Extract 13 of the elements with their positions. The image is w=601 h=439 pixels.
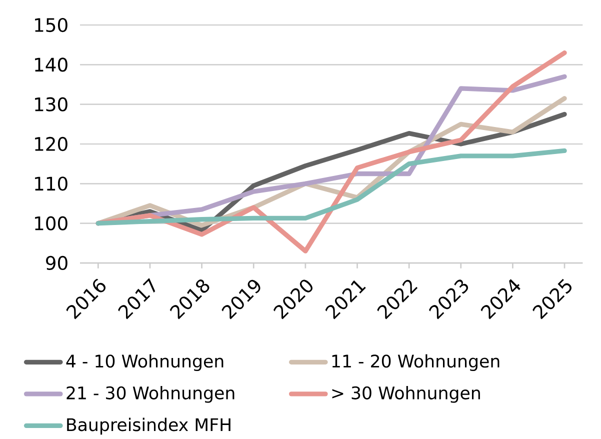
y-tick-label: 110 (35, 176, 68, 191)
legend-label: 4 - 10 Wohnungen (66, 354, 224, 372)
y-tick-label: 120 (35, 136, 68, 152)
y-tick-label: 150 (35, 18, 68, 32)
legend-label: > 30 Wohnungen (332, 386, 480, 403)
y-tick-label: 130 (35, 97, 68, 112)
legend-label: 11 - 20 Wohnungen (332, 354, 500, 372)
legend-label: 21 - 30 Wohnungen (66, 386, 234, 403)
y-tick-label: 90 (46, 256, 68, 270)
line-series (96, 148, 567, 226)
y-tick-label: 140 (35, 58, 68, 72)
y-tick-label: 100 (35, 216, 68, 230)
legend-label: Baupreisindex MFH (67, 418, 230, 435)
